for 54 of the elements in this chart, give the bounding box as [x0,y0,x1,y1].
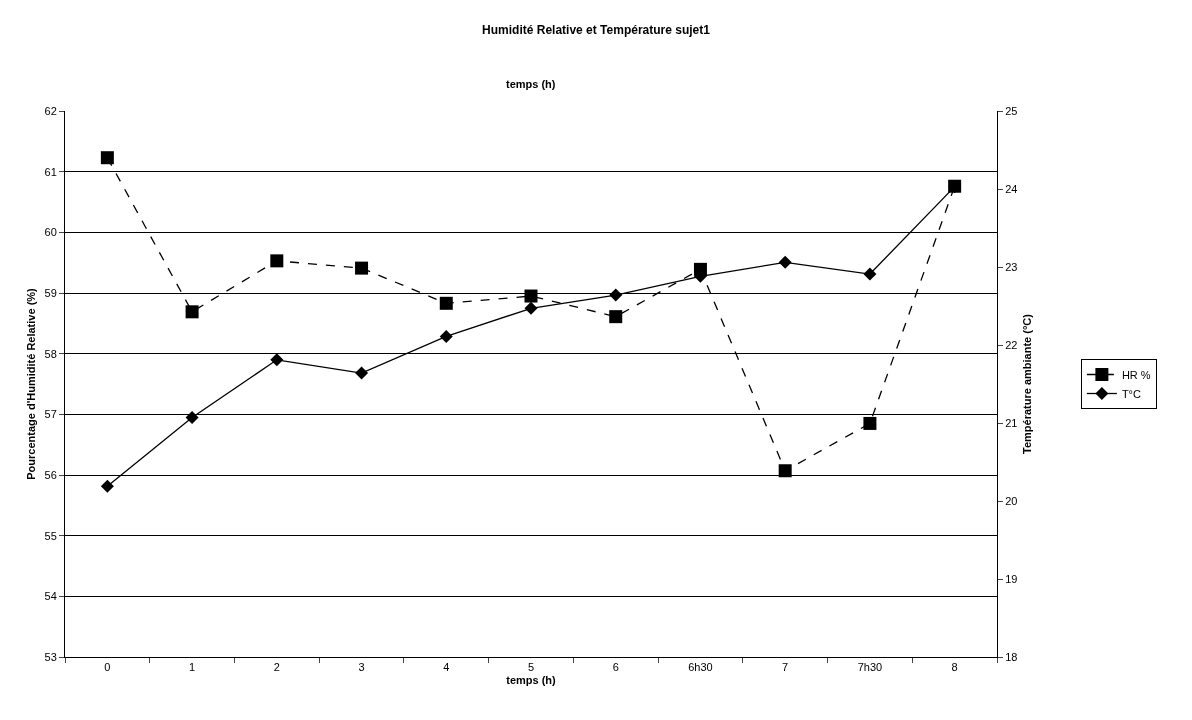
point [863,416,877,430]
y-tick-label: 58 [44,347,57,360]
x-tick-label: 8 [951,661,958,674]
y-tick-label: 62 [44,104,57,117]
y2-tick-label: 24 [1005,182,1018,195]
point [609,310,623,324]
point [355,366,369,380]
x-tick-label: 1 [189,661,196,674]
y-tick-label: 55 [44,529,57,542]
y2-tick-label: 20 [1005,494,1018,507]
y-tick-label: 60 [44,226,57,239]
x-tick-label: 7h30 [857,661,883,674]
point [355,261,369,275]
x-tick-label: 6 [612,661,619,674]
y-tick-label: 56 [44,468,57,481]
x-tick-label: 6h30 [688,661,713,674]
y-tick-label: 54 [44,590,57,603]
y2-tick-label: 19 [1005,572,1018,585]
y2-tick-label: 18 [1005,650,1018,663]
point [185,305,199,319]
y-tick-label: 53 [44,650,57,663]
y-tick-label: 57 [44,408,57,421]
chart-title: Humidité Relative et Température sujet1 [482,22,711,37]
x-tick-label: 4 [443,661,450,674]
point [778,255,792,269]
point [185,411,199,425]
text: temps (h) [506,78,556,90]
x-axis-title: temps (h) [506,674,557,687]
legend-label: T°C [1121,387,1141,400]
point [439,296,453,310]
y2-axis-title: Température ambiante (°C) [1020,313,1033,454]
point [270,254,284,268]
point [609,288,623,302]
x-tick-label: 7 [782,661,789,674]
y-tick-label: 61 [44,165,57,178]
point [778,464,792,478]
y2-tick-label: 21 [1005,416,1018,429]
point [863,267,877,281]
legend-label: HR % [1121,368,1151,381]
x-tick-label: 5 [527,661,535,674]
point [100,479,114,493]
y-axis-title: Pourcentage d'Humidité Relative (%) [25,287,38,480]
x-tick-label: 0 [104,661,111,674]
point [100,151,114,165]
point [524,289,538,303]
point [524,301,538,315]
y-tick-label: 59 [44,286,57,299]
point [270,353,284,367]
y2-tick-label: 25 [1005,104,1018,117]
y2-tick-label: 22 [1005,338,1018,351]
x-tick-label: 2 [273,661,280,674]
y2-tick-label: 23 [1005,260,1018,273]
point [439,329,453,343]
x-tick-label: 3 [358,661,365,674]
